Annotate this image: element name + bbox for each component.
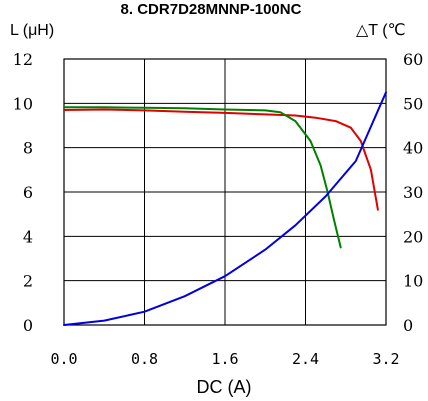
x-axis-label: DC (A) xyxy=(197,377,252,397)
series-line-3 xyxy=(63,91,387,326)
y-right-tick-label: 60 xyxy=(403,50,423,69)
y-left-tick-label: 12 xyxy=(13,50,33,69)
y-left-tick-label: 8 xyxy=(23,139,33,158)
x-tick-label: 2.4 xyxy=(292,350,319,368)
y-right-tick-label: 0 xyxy=(403,316,413,335)
chart-title: 8. CDR7D28MNNP-100NC xyxy=(121,1,302,18)
x-tick-label: 0.8 xyxy=(131,350,158,368)
y-left-tick-label: 2 xyxy=(23,272,33,291)
grid-lines xyxy=(64,59,386,325)
y-right-tick-label: 20 xyxy=(403,227,423,246)
y-left-tick-label: 4 xyxy=(23,227,33,246)
x-tick-label: 0.0 xyxy=(50,350,77,368)
y-right-tick-labels: 0 10 20 30 40 50 60 xyxy=(403,50,423,335)
x-tick-label: 3.2 xyxy=(372,350,399,368)
y-right-axis-label: △T (℃ xyxy=(356,22,406,39)
x-tick-label: 1.6 xyxy=(211,350,238,368)
x-tick-labels: 0.0 0.8 1.6 2.4 3.2 xyxy=(50,350,399,368)
y-right-tick-label: 40 xyxy=(403,139,423,158)
y-right-tick-label: 10 xyxy=(403,272,423,291)
y-left-tick-label: 6 xyxy=(23,183,33,202)
series-line-1 xyxy=(63,108,379,211)
y-right-tick-label: 50 xyxy=(403,94,423,113)
series-line-2 xyxy=(63,106,342,249)
y-left-tick-label: 10 xyxy=(13,94,33,113)
y-right-tick-label: 30 xyxy=(403,183,423,202)
y-left-axis-label: L (μH) xyxy=(10,22,54,39)
series-group xyxy=(63,91,387,326)
y-left-tick-label: 0 xyxy=(23,316,33,335)
y-left-tick-labels: 0 2 4 6 8 10 12 xyxy=(13,50,33,335)
